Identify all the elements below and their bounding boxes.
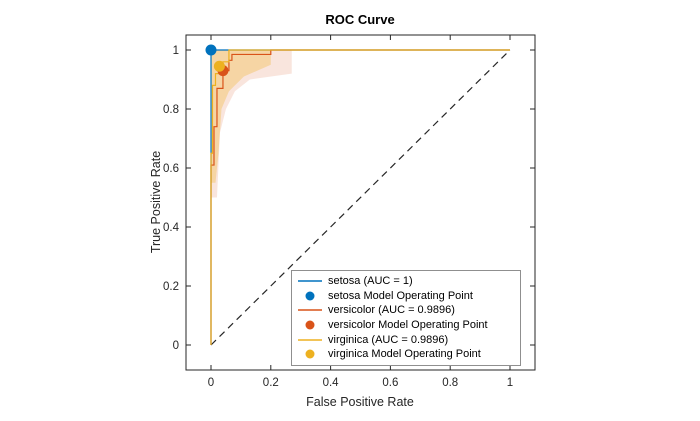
chart-title: ROC Curve bbox=[325, 12, 395, 27]
legend: setosa (AUC = 1) setosa Model Operating P… bbox=[291, 270, 521, 366]
legend-label: virginica (AUC = 0.9896) bbox=[328, 333, 449, 346]
reference-diagonal bbox=[210, 49, 511, 346]
legend-line-marker bbox=[298, 309, 322, 312]
confidence-band-2 bbox=[211, 50, 271, 183]
legend-dot-marker bbox=[305, 291, 315, 301]
axes-box bbox=[185, 34, 536, 371]
legend-line-marker bbox=[298, 280, 322, 282]
legend-line-marker bbox=[298, 338, 322, 341]
x-tick-label: 0.2 bbox=[263, 377, 279, 389]
x-axis-label: False Positive Rate bbox=[306, 395, 414, 409]
x-tick-label: 0.6 bbox=[382, 377, 398, 389]
legend-item-5: virginica Model Operating Point bbox=[296, 347, 514, 362]
operating-point-0 bbox=[205, 44, 217, 56]
legend-label: setosa Model Operating Point bbox=[328, 289, 473, 302]
y-tick-label: 0.6 bbox=[163, 163, 179, 175]
legend-item-0: setosa (AUC = 1) bbox=[296, 274, 514, 289]
y-tick-label: 0.2 bbox=[163, 281, 179, 293]
legend-label: versicolor Model Operating Point bbox=[328, 319, 488, 332]
legend-dot-marker bbox=[305, 349, 315, 359]
legend-label: virginica Model Operating Point bbox=[328, 348, 481, 361]
operating-point-2 bbox=[213, 60, 225, 72]
legend-dot-marker bbox=[305, 320, 315, 330]
y-tick-label: 0.8 bbox=[163, 104, 179, 116]
y-tick-label: 0.4 bbox=[163, 222, 180, 234]
legend-label: setosa (AUC = 1) bbox=[328, 275, 413, 288]
y-tick-label: 1 bbox=[173, 45, 179, 57]
x-tick-label: 0.8 bbox=[442, 377, 458, 389]
legend-item-4: virginica (AUC = 0.9896) bbox=[296, 332, 514, 347]
y-tick-label: 0 bbox=[173, 340, 179, 352]
x-tick-label: 0.4 bbox=[323, 377, 340, 389]
legend-item-3: versicolor Model Operating Point bbox=[296, 318, 514, 333]
y-axis-label: True Positive Rate bbox=[149, 150, 163, 254]
confidence-band-1 bbox=[211, 50, 292, 198]
legend-item-2: versicolor (AUC = 0.9896) bbox=[296, 303, 514, 318]
legend-label: versicolor (AUC = 0.9896) bbox=[328, 304, 455, 317]
legend-item-1: setosa Model Operating Point bbox=[296, 289, 514, 304]
x-tick-label: 0 bbox=[208, 377, 214, 389]
x-tick-label: 1 bbox=[507, 377, 513, 389]
